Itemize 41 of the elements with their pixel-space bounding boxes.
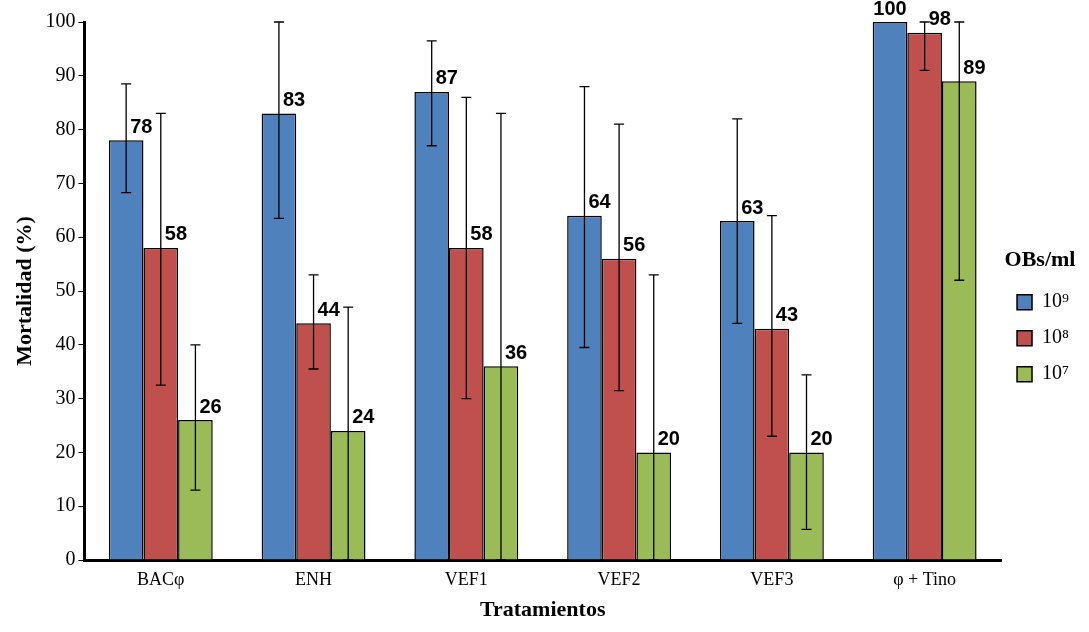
y-tick-label: 50 (55, 278, 76, 301)
legend-label: 10⁸ (1042, 325, 1070, 348)
y-tick-label: 60 (55, 224, 76, 247)
x-tick-label: VEF2 (597, 568, 641, 589)
y-tick-label: 80 (55, 116, 76, 139)
data-label: 64 (588, 190, 612, 213)
data-label: 83 (282, 87, 306, 110)
data-label: 100 (873, 0, 907, 19)
y-tick-label: 40 (55, 332, 76, 355)
x-tick-label: BACφ (137, 568, 185, 589)
x-tick-label: VEF3 (750, 568, 794, 589)
data-label: 78 (130, 114, 153, 137)
y-tick-label: 30 (55, 385, 76, 408)
data-label: 63 (741, 195, 764, 218)
x-tick-label: ENH (295, 568, 333, 589)
data-label: 98 (928, 7, 951, 30)
legend-label: 10⁹ (1042, 289, 1070, 312)
y-tick-label: 0 (65, 547, 76, 570)
y-tick-label: 20 (55, 439, 76, 462)
data-label: 58 (164, 222, 188, 245)
y-tick-label: 90 (55, 63, 76, 86)
data-label: 56 (623, 233, 646, 256)
data-label: 26 (199, 394, 222, 417)
data-label: 24 (352, 405, 376, 428)
x-tick-label: VEF1 (444, 568, 488, 589)
data-label: 44 (317, 297, 341, 320)
x-tick-label: φ + Tino (893, 568, 957, 589)
data-label: 20 (657, 426, 680, 449)
data-label: 87 (435, 66, 458, 89)
data-label: 43 (775, 303, 799, 326)
x-axis-title: Tratamientos (479, 596, 606, 622)
legend-label: 10⁷ (1042, 361, 1070, 384)
data-label: 20 (810, 426, 833, 449)
data-label: 58 (470, 222, 493, 245)
y-tick-label: 70 (55, 170, 76, 193)
legend-title: OBs/ml (1004, 246, 1076, 272)
y-tick-label: 100 (45, 9, 76, 32)
y-tick-label: 10 (55, 493, 76, 516)
data-label: 89 (963, 55, 986, 78)
y-axis-title: Mortalidad (%) (10, 216, 36, 366)
data-label: 36 (504, 340, 528, 363)
